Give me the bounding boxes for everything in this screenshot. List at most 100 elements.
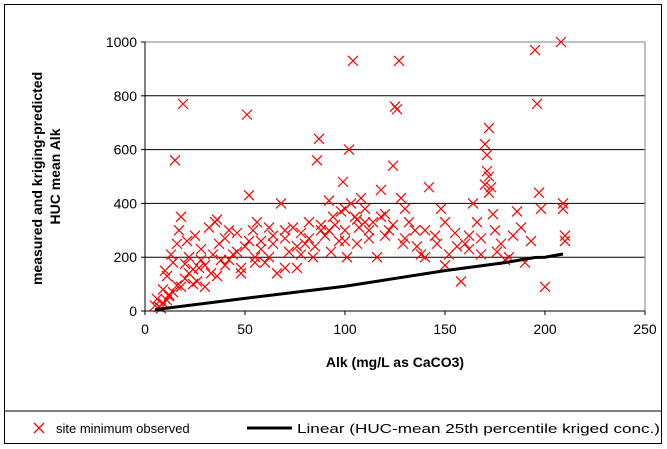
data-point	[181, 235, 193, 247]
data-point	[315, 224, 327, 236]
data-point	[199, 259, 211, 271]
data-point	[219, 259, 231, 271]
data-point	[395, 192, 407, 204]
data-point	[291, 262, 303, 274]
data-point	[151, 293, 163, 305]
data-point	[367, 216, 379, 228]
x-tick-label: 150	[433, 321, 457, 337]
data-point	[211, 214, 223, 225]
y-axis-title-line1: measured and kriging-predicted	[29, 72, 45, 285]
data-point	[215, 254, 227, 266]
data-point	[431, 238, 443, 250]
legend-label-line: Linear (HUC-mean 25th percentile kriged …	[297, 421, 660, 436]
data-point	[339, 203, 351, 215]
data-point	[371, 251, 383, 263]
data-point	[411, 241, 423, 252]
data-point	[295, 227, 307, 239]
x-tick-label: 200	[533, 321, 557, 337]
data-point	[235, 267, 247, 279]
x-tick-label: 100	[333, 321, 357, 337]
data-point	[351, 214, 363, 225]
data-point	[339, 235, 351, 247]
data-point	[255, 235, 267, 247]
data-point	[205, 267, 217, 279]
data-point	[339, 224, 351, 236]
y-tick-label: 0	[129, 303, 137, 319]
y-tick-label: 600	[114, 142, 138, 158]
data-point	[163, 290, 175, 302]
data-point	[259, 257, 271, 269]
data-point	[351, 238, 363, 250]
data-point	[375, 211, 387, 223]
plot-area	[144, 41, 646, 312]
data-point	[239, 241, 251, 252]
data-point	[435, 203, 447, 215]
data-point	[173, 224, 185, 236]
data-point	[207, 249, 219, 260]
data-point	[429, 230, 441, 242]
data-point	[359, 216, 371, 228]
data-point	[309, 241, 321, 252]
data-point	[231, 246, 243, 258]
data-point	[211, 270, 223, 282]
data-point	[363, 232, 375, 244]
data-point	[279, 232, 291, 244]
data-point	[531, 98, 543, 110]
data-point	[333, 235, 345, 247]
data-point	[195, 254, 207, 266]
y-axis-title-line2: HUC mean Alk	[47, 128, 63, 224]
data-point	[479, 138, 491, 150]
legend: site minimum observed Linear (HUC-mean 2…	[33, 421, 660, 436]
data-point	[249, 257, 261, 269]
data-point	[337, 176, 349, 188]
data-point	[463, 243, 475, 255]
data-point	[199, 281, 211, 293]
data-point	[387, 160, 399, 172]
data-point	[359, 203, 371, 215]
data-point	[195, 243, 207, 255]
data-point	[535, 203, 547, 215]
y-tick-label: 1000	[106, 34, 137, 50]
x-tick-label: 50	[237, 321, 253, 337]
data-point	[423, 181, 435, 193]
data-point	[439, 259, 451, 271]
data-point	[271, 267, 283, 279]
data-point	[243, 235, 255, 247]
data-point	[275, 197, 287, 209]
data-point	[323, 195, 335, 207]
data-point	[555, 36, 567, 48]
data-point	[235, 262, 247, 274]
data-point	[179, 273, 191, 285]
y-tick-label: 400	[114, 195, 138, 211]
data-point	[313, 133, 325, 145]
data-point	[557, 203, 569, 215]
data-point	[325, 246, 337, 258]
data-point	[175, 281, 187, 293]
data-point	[251, 216, 263, 228]
data-point	[525, 235, 537, 247]
data-point	[387, 219, 399, 231]
data-point	[291, 241, 303, 252]
data-point	[347, 55, 359, 67]
data-point	[475, 232, 487, 244]
data-point	[399, 232, 411, 244]
data-point	[475, 249, 487, 260]
data-point	[223, 224, 235, 236]
data-point	[479, 179, 491, 190]
data-point	[241, 109, 253, 121]
data-point	[539, 281, 551, 293]
data-point	[495, 238, 507, 250]
data-point	[249, 251, 261, 263]
data-point	[303, 216, 315, 228]
data-point	[363, 224, 375, 236]
data-point	[175, 211, 187, 223]
data-point	[487, 208, 499, 220]
data-point	[343, 144, 355, 156]
y-tick-label: 800	[114, 88, 138, 104]
data-point	[287, 222, 299, 234]
data-point	[187, 263, 199, 275]
data-point	[189, 230, 201, 242]
data-point	[471, 216, 483, 228]
data-point	[449, 227, 461, 239]
